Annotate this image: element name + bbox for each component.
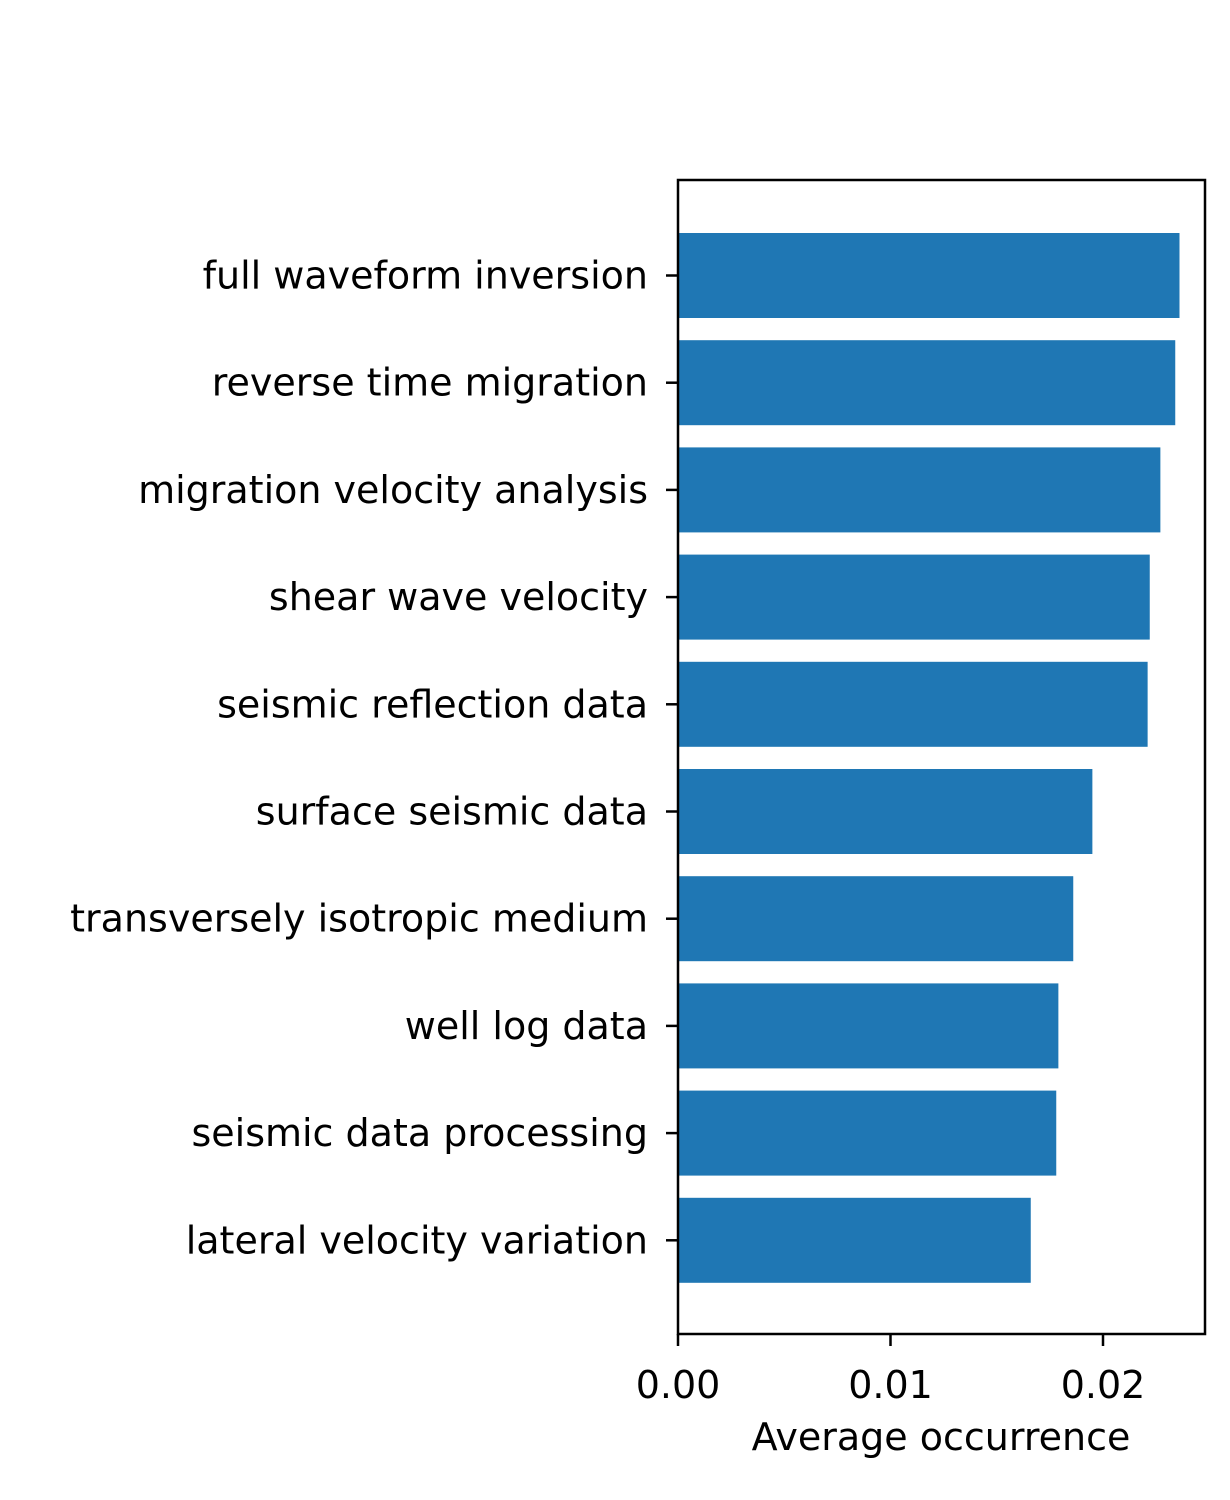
- x-tick-label: 0.01: [848, 1363, 933, 1407]
- category-label: shear wave velocity: [269, 575, 648, 619]
- x-axis-label: Average occurrence: [752, 1415, 1131, 1459]
- category-label: transversely isotropic medium: [70, 897, 648, 941]
- bar: [678, 447, 1161, 533]
- category-label: reverse time migration: [212, 361, 648, 405]
- category-label: lateral velocity variation: [186, 1218, 648, 1262]
- bar: [678, 983, 1059, 1069]
- bar: [678, 1090, 1057, 1176]
- category-label: migration velocity analysis: [138, 468, 648, 512]
- category-labels-group: full waveform inversion reverse time migr…: [70, 254, 678, 1262]
- category-label: surface seismic data: [256, 790, 648, 834]
- bar: [678, 661, 1148, 747]
- category-label: seismic reflection data: [217, 682, 648, 726]
- bar: [678, 233, 1180, 318]
- plot-frame: [676, 178, 1207, 1336]
- bar: [678, 1197, 1031, 1283]
- bar: [678, 876, 1074, 962]
- category-label: well log data: [405, 1004, 648, 1048]
- x-ticks-group: 0.00 0.01 0.02: [636, 1334, 1146, 1407]
- bars-group: [678, 233, 1180, 1283]
- bar: [678, 554, 1150, 640]
- bar: [678, 340, 1176, 426]
- bar: [678, 769, 1093, 854]
- category-label: seismic data processing: [191, 1111, 648, 1155]
- category-label: full waveform inversion: [203, 254, 648, 298]
- x-tick-label: 0.00: [636, 1363, 721, 1407]
- x-tick-label: 0.02: [1061, 1363, 1146, 1407]
